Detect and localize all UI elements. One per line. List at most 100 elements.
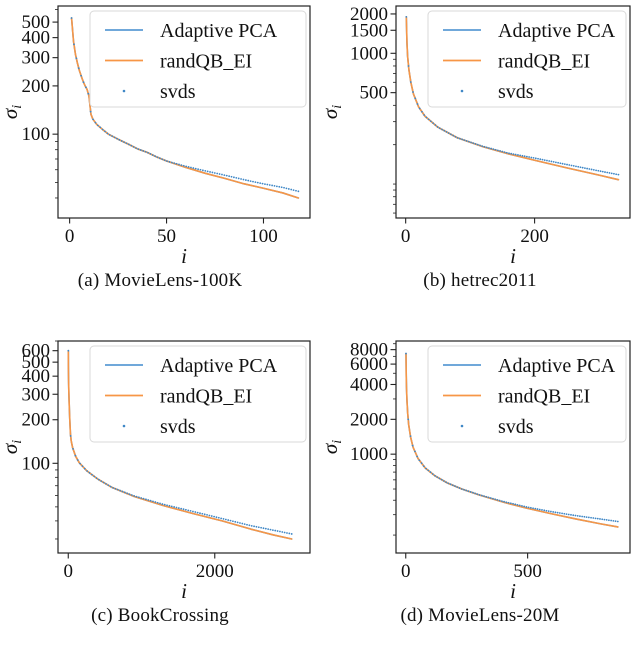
svds-dot [458,137,461,140]
legend-dot-svds [460,424,464,428]
svds-dot [527,506,530,509]
svds-dot [454,135,457,138]
svds-dot [76,459,79,461]
svds-dot [505,151,508,154]
svds-dot [232,520,234,523]
svds-dot [241,522,244,525]
svds-dot [592,517,595,519]
svds-dot [145,498,147,501]
svds-dot [418,107,421,110]
svds-dot [405,352,407,355]
svds-dot [190,166,192,169]
svds-dot [543,509,546,512]
svds-dot [82,81,85,84]
svds-dot [467,140,470,143]
svds-dot [262,527,265,530]
svds-dot [575,165,577,168]
x-axis: 0 500 [401,553,542,582]
y-tick-label: 200 [22,76,51,97]
svds-dot [523,505,526,508]
svds-dot [142,150,145,152]
legend-label: randQB_EI [498,51,590,73]
y-tick-label: 500 [22,12,51,33]
svds-dot [552,161,555,163]
svds-dot [545,509,548,512]
svds-dot [581,515,584,518]
svds-dot [409,435,412,438]
svds-dot [440,478,443,481]
svds-dot [481,145,484,148]
svds-dot [173,162,176,165]
svds-dot [585,516,588,519]
svds-dot [476,493,479,496]
legend-label: Adaptive PCA [160,20,278,42]
plot-data [70,17,300,199]
svds-dot [420,462,423,465]
svds-dot [538,508,541,511]
svds-dot [534,507,537,510]
svds-dot [79,462,81,465]
svds-dot [558,512,561,514]
svds-dot [230,175,233,178]
svds-dot [184,508,187,511]
svds-dot [438,127,441,130]
svds-dot [84,86,87,89]
svds-dot [501,150,504,153]
y-tick-label: 2000 [350,409,388,430]
y-tick-label: 8000 [350,340,388,361]
subplot-d-caption: (d) MovieLens-20M [400,605,560,626]
svds-dot [613,172,615,175]
svds-dot [201,512,204,515]
svds-dot [114,487,117,490]
svds-dot [507,501,510,504]
svds-dot [563,512,566,515]
svds-dot [447,482,450,485]
svds-dot [147,499,150,501]
svds-dots [67,349,293,535]
svds-dot [237,177,240,180]
y-tick-label: 2000 [350,4,388,25]
svds-dot [556,511,559,514]
y-tick-label: 100 [22,453,51,474]
svds-dot [88,471,91,474]
y-tick-label: 6000 [350,354,388,375]
svds-dot [443,129,446,132]
y-tick-label: 400 [22,366,51,387]
svds-dot [182,164,185,167]
svds-dot [159,502,161,505]
svds-dot [246,523,248,526]
svds-dot [427,469,430,472]
svds-dot [104,130,106,133]
subplot-a: 100 200 300 400 500 0 50 100 i σi Adaptive PCA rand… [0,0,320,323]
svds-dot [107,484,110,487]
svds-dot [94,121,97,124]
svds-dot [154,501,157,503]
svds-dot [72,447,74,450]
svds-dot [496,498,499,501]
svds-dot [180,507,183,510]
svds-dot [218,173,221,175]
svds-dot [267,528,270,531]
svds-dot [180,164,183,166]
y-axis-label: σi [320,105,345,119]
svds-dot [570,164,573,167]
x-tick-label: 50 [157,226,176,247]
svds-dot [488,147,490,149]
svds-dot [496,149,499,152]
svds-dot [449,483,452,486]
svds-dot [554,511,557,514]
svds-dot [519,154,522,157]
svds-dot [228,175,231,178]
svds-dot [505,501,508,504]
svds-dot [185,165,188,168]
svds-dot [288,532,291,535]
legend-label: svds [498,416,534,438]
svds-dot [125,142,128,145]
svds-dot [521,504,523,507]
x-axis-label: i [510,244,516,266]
svds-dot [239,522,241,524]
